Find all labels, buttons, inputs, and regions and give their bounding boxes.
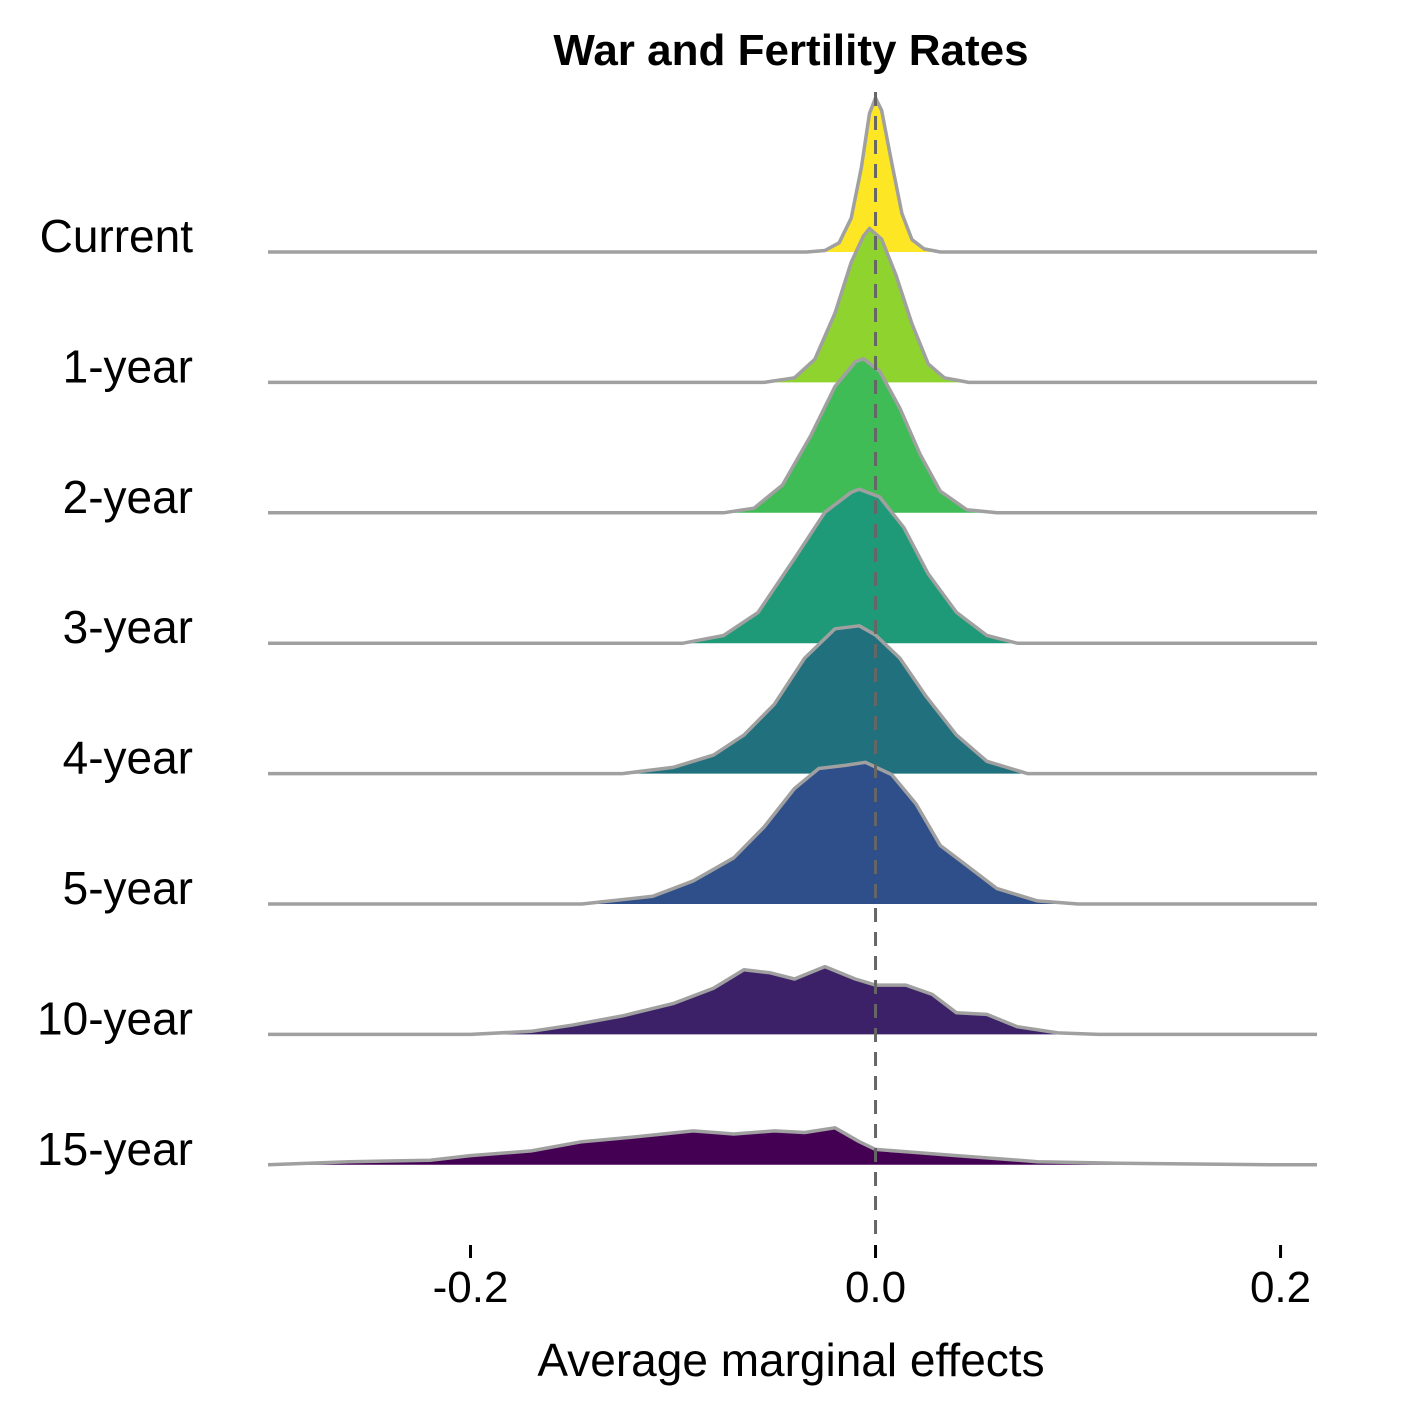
row-label-3-year: 3-year	[63, 601, 193, 653]
row-label-current: Current	[40, 210, 194, 262]
ridge-fill-1-year	[764, 228, 969, 383]
ridges-layer	[267, 96, 1317, 1167]
x-tick-label-1: 0.0	[845, 1263, 906, 1312]
ridge-fill-2-year	[723, 358, 997, 513]
ridge-outline-5-year	[268, 760, 1317, 906]
row-label-15-year: 15-year	[37, 1123, 193, 1175]
ridge-fill-10-year	[470, 966, 1099, 1035]
row-label-5-year: 5-year	[63, 862, 193, 914]
ridge-fill-4-year	[622, 625, 1028, 774]
ridge-outline-current	[268, 96, 1317, 254]
ridge-outline-4-year	[268, 624, 1317, 776]
x-axis-title: Average marginal effects	[537, 1334, 1044, 1386]
ridge-fill-15-year	[268, 1127, 1281, 1165]
ridge-fill-5-year	[581, 762, 1078, 904]
row-label-1-year: 1-year	[63, 340, 193, 392]
ridge-outline-15-year	[267, 1126, 1317, 1167]
x-tick-label-0: -0.2	[433, 1263, 509, 1312]
ridge-fill-3-year	[683, 489, 1018, 644]
ridge-fill-current	[806, 98, 941, 252]
ridge-outline-1-year	[268, 226, 1317, 385]
ridge-outline-2-year	[268, 357, 1317, 515]
x-tick-label-2: 0.2	[1250, 1263, 1311, 1312]
row-label-2-year: 2-year	[63, 471, 193, 523]
row-label-10-year: 10-year	[37, 992, 193, 1044]
row-labels: Current 1-year 2-year 3-year 4-year 5-year 10-…	[37, 210, 193, 1175]
x-axis: -0.2 0.0 0.2	[433, 1245, 1311, 1312]
ridge-outline-3-year	[268, 487, 1317, 645]
ridge-outline-10-year	[268, 964, 1317, 1037]
row-label-4-year: 4-year	[63, 732, 193, 784]
chart-title: War and Fertility Rates	[553, 26, 1028, 75]
